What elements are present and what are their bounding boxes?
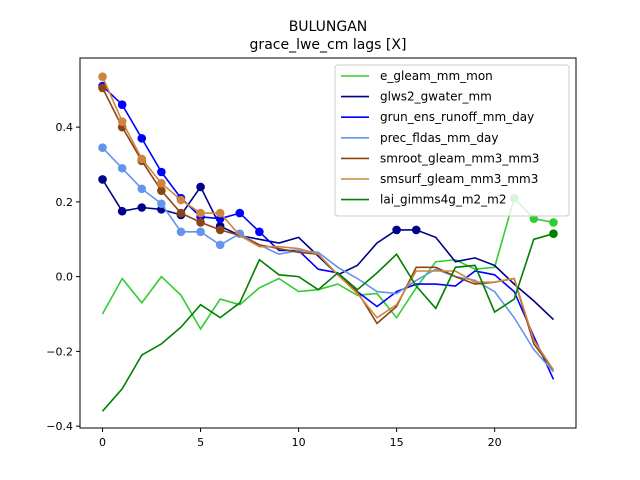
data-point [392,225,401,235]
data-point [137,184,147,194]
data-point [157,178,166,188]
chart-subtitle: grace_lwe_cm lags [X] [250,37,407,53]
data-point [98,143,107,152]
data-point [196,182,205,192]
legend-item: smsurf_gleam_mm3_mm3 [341,172,538,186]
x-tick-label: 15 [390,436,404,449]
y-tick-label: 0.0 [56,271,74,284]
y-tick-label: −0.2 [46,345,73,358]
x-tick-label: 0 [99,436,106,449]
legend-item: e_gleam_mm_mon [341,69,493,83]
x-tick-label: 20 [488,436,502,449]
data-point [215,240,225,250]
legend-item: prec_fldas_mm_day [341,131,499,145]
legend-item: glws2_gwater_mm [341,90,492,104]
data-point [117,163,127,173]
legend-label: smsurf_gleam_mm3_mm3 [380,172,538,186]
data-point [117,206,127,216]
data-point [215,225,225,235]
data-point [176,195,186,205]
legend-label: lai_gimms4g_m2_m2 [380,193,507,207]
data-point [98,175,107,184]
data-point [255,227,264,237]
data-point [529,214,539,224]
series-line [101,232,554,412]
x-tick-label: 10 [292,436,306,449]
series-smsurf_gleam_mm3_mm3 [98,72,555,371]
plot-frame [79,57,577,429]
legend-item: lai_gimms4g_m2_m2 [341,193,507,207]
legend-label: smroot_gleam_mm3_mm3 [380,151,539,165]
data-point [137,134,147,143]
data-point [157,199,166,209]
data-point [196,227,205,237]
data-point [549,218,558,227]
y-tick-label: −0.4 [46,420,73,433]
data-point [117,117,127,126]
data-point [98,72,107,81]
data-point [137,154,147,164]
data-point [157,167,166,177]
legend-item: smroot_gleam_mm3_mm3 [341,151,539,165]
legend-label: glws2_gwater_mm [380,90,492,104]
series-line [101,196,554,331]
data-point [215,208,225,218]
legend-item: grun_ens_runoff_mm_day [341,110,534,124]
data-point [235,208,245,218]
data-point [176,227,186,237]
legend-label: grun_ens_runoff_mm_day [380,110,534,124]
data-point [176,208,186,218]
series-lai_gimms4g_m2_m2 [101,229,558,412]
legend-label: prec_fldas_mm_day [380,131,499,145]
data-point [157,186,166,195]
data-point [98,83,107,93]
legend-frame [334,64,570,217]
data-point [411,225,421,235]
data-point [196,208,205,218]
x-axis: 0 5 10 15 20 [99,428,502,449]
data-point [196,218,205,227]
plot-area [98,72,558,412]
legend-label: e_gleam_mm_mon [380,69,493,83]
y-tick-label: 0.4 [56,121,74,134]
y-tick-label: 0.2 [56,196,74,209]
data-point [549,229,558,238]
chart-title: BULUNGAN [289,19,368,35]
data-point [117,100,127,110]
legend: e_gleam_mm_mon glws2_gwater_mm grun_ens_ru… [334,64,570,217]
data-point [137,203,147,212]
y-axis: −0.4 −0.2 0.0 0.2 0.4 [46,121,80,433]
x-tick-label: 5 [197,436,204,449]
